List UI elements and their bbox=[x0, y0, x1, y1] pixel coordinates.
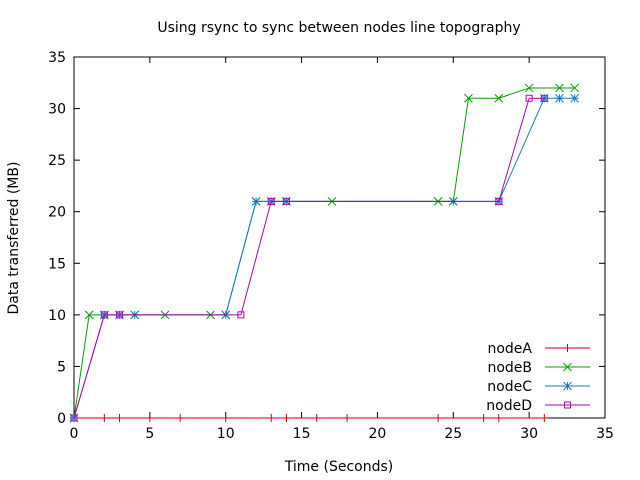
point-nodeD bbox=[282, 197, 290, 205]
point-nodeA bbox=[145, 414, 154, 422]
legend-marker-nodeB bbox=[563, 362, 572, 372]
point-nodeA bbox=[434, 414, 443, 422]
legend-marker-nodeC bbox=[563, 381, 572, 391]
legend-label-nodeB: nodeB bbox=[487, 360, 532, 376]
y-axis-label: Data transferred (MB) bbox=[6, 162, 22, 315]
chart-title: Using rsync to sync between nodes line t… bbox=[157, 20, 520, 36]
point-nodeB bbox=[494, 93, 504, 103]
point-nodeB bbox=[570, 83, 580, 93]
y-tick-label: 15 bbox=[48, 256, 66, 272]
point-nodeA bbox=[115, 414, 124, 422]
tick-labels: 0 5 10 15 20 25 30 35 0 5 10 15 20 25 30 35 bbox=[48, 50, 614, 442]
legend-label-nodeA: nodeA bbox=[487, 341, 532, 357]
y-tick-label: 35 bbox=[48, 50, 66, 66]
point-nodeA bbox=[176, 414, 185, 422]
point-nodeD bbox=[267, 197, 275, 205]
x-tick-label: 20 bbox=[369, 426, 387, 442]
y-tick-label: 20 bbox=[48, 205, 66, 221]
point-nodeD bbox=[495, 197, 503, 205]
point-nodeA bbox=[343, 414, 352, 422]
x-tick-label: 15 bbox=[293, 426, 311, 442]
y-tick-label: 0 bbox=[57, 411, 66, 427]
x-tick-label: 10 bbox=[217, 426, 235, 442]
x-tick-label: 35 bbox=[596, 426, 614, 442]
x-tick-label: 0 bbox=[70, 426, 79, 442]
legend: nodeA nodeB nodeC nodeD bbox=[486, 341, 590, 414]
point-nodeD bbox=[237, 311, 245, 319]
point-nodeB bbox=[464, 93, 473, 103]
legend-marker-nodeA bbox=[563, 344, 572, 352]
point-nodeC bbox=[251, 197, 261, 206]
point-nodeC bbox=[555, 93, 564, 103]
point-nodeD bbox=[116, 311, 124, 319]
y-tick-label: 10 bbox=[48, 308, 66, 324]
y-tick-label: 30 bbox=[48, 102, 66, 118]
point-nodeB bbox=[524, 83, 534, 93]
point-nodeB bbox=[555, 83, 564, 93]
point-nodeA bbox=[100, 414, 109, 422]
point-nodeA bbox=[494, 414, 503, 422]
point-nodeA bbox=[540, 414, 549, 422]
point-nodeB bbox=[84, 310, 94, 320]
point-nodeC bbox=[570, 93, 580, 103]
legend-label-nodeC: nodeC bbox=[487, 379, 532, 395]
point-nodeA bbox=[312, 414, 321, 422]
x-tick-label: 25 bbox=[444, 426, 462, 442]
series-group bbox=[69, 83, 580, 423]
point-nodeD bbox=[540, 94, 548, 102]
point-nodeD bbox=[100, 311, 108, 319]
x-tick-label: 30 bbox=[520, 426, 538, 442]
point-nodeA bbox=[479, 414, 488, 422]
x-tick-label: 5 bbox=[145, 426, 154, 442]
x-axis-label: Time (Seconds) bbox=[284, 459, 393, 475]
point-nodeA bbox=[267, 414, 276, 422]
legend-marker-nodeD bbox=[564, 401, 571, 409]
point-nodeA bbox=[282, 414, 291, 422]
point-nodeA bbox=[221, 414, 230, 422]
series-line-nodeD bbox=[73, 97, 545, 419]
legend-label-nodeD: nodeD bbox=[486, 398, 532, 414]
point-nodeD bbox=[525, 94, 533, 102]
y-tick-label: 5 bbox=[57, 359, 66, 375]
y-tick-label: 25 bbox=[48, 153, 66, 169]
point-nodeD bbox=[70, 414, 78, 422]
